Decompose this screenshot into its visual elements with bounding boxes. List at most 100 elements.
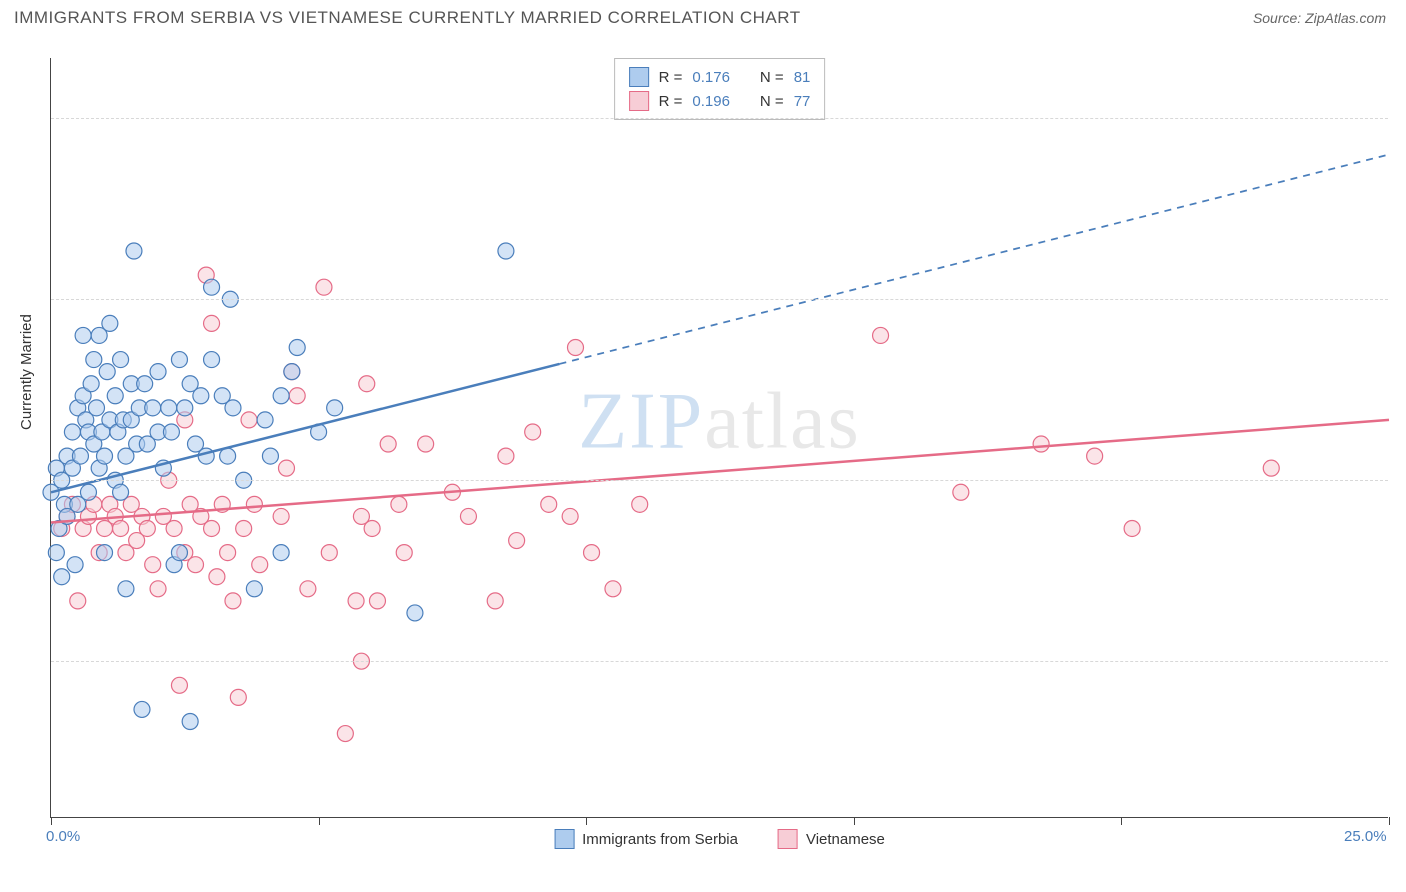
scatter-point: [225, 400, 241, 416]
scatter-point: [137, 376, 153, 392]
scatter-point: [1087, 448, 1103, 464]
x-tick: [854, 817, 855, 825]
scatter-point: [873, 327, 889, 343]
scatter-point: [369, 593, 385, 609]
scatter-point: [161, 400, 177, 416]
scatter-point: [204, 520, 220, 536]
scatter-point: [166, 520, 182, 536]
scatter-point: [567, 340, 583, 356]
scatter-point: [300, 581, 316, 597]
x-tick: [1389, 817, 1390, 825]
scatter-point: [72, 448, 88, 464]
swatch-pink: [629, 91, 649, 111]
source-attribution: Source: ZipAtlas.com: [1253, 10, 1386, 26]
scatter-point: [193, 388, 209, 404]
r-value-pink: 0.196: [692, 93, 730, 110]
trend-line: [51, 420, 1389, 523]
source-name: ZipAtlas.com: [1305, 10, 1386, 26]
scatter-point: [1263, 460, 1279, 476]
scatter-point: [171, 545, 187, 561]
n-label-pink: N =: [760, 93, 784, 110]
scatter-point: [498, 243, 514, 259]
scatter-point: [204, 279, 220, 295]
scatter-point: [289, 340, 305, 356]
scatter-point: [102, 315, 118, 331]
gridline-h: [51, 118, 1388, 119]
scatter-point: [118, 581, 134, 597]
scatter-point: [321, 545, 337, 561]
series-legend: Immigrants from Serbia Vietnamese: [554, 829, 885, 849]
scatter-point: [126, 243, 142, 259]
x-tick: [586, 817, 587, 825]
scatter-point: [177, 400, 193, 416]
gridline-h: [51, 299, 1388, 300]
scatter-point: [163, 424, 179, 440]
legend-label-blue: Immigrants from Serbia: [582, 831, 738, 848]
scatter-point: [230, 689, 246, 705]
scatter-point: [188, 557, 204, 573]
x-tick: [51, 817, 52, 825]
scatter-point: [182, 713, 198, 729]
source-prefix: Source:: [1253, 10, 1305, 26]
scatter-point: [88, 400, 104, 416]
scatter-point: [391, 496, 407, 512]
scatter-point: [97, 545, 113, 561]
scatter-point: [273, 388, 289, 404]
scatter-point: [171, 352, 187, 368]
plot-area: ZIPatlas R = 0.176 N = 81 R = 0.196 N = …: [50, 58, 1388, 818]
x-tick-label: 0.0%: [46, 828, 80, 845]
r-label-blue: R =: [659, 69, 683, 86]
scatter-point: [584, 545, 600, 561]
scatter-point: [99, 364, 115, 380]
x-tick: [319, 817, 320, 825]
chart-title: IMMIGRANTS FROM SERBIA VS VIETNAMESE CUR…: [14, 8, 801, 28]
scatter-point: [284, 364, 300, 380]
scatter-point: [278, 460, 294, 476]
swatch-pink-2: [778, 829, 798, 849]
scatter-point: [562, 508, 578, 524]
legend-item-pink: Vietnamese: [778, 829, 885, 849]
scatter-point: [145, 557, 161, 573]
scatter-point: [337, 726, 353, 742]
scatter-point: [316, 279, 332, 295]
scatter-point: [139, 520, 155, 536]
scatter-point: [364, 520, 380, 536]
scatter-point: [150, 364, 166, 380]
swatch-blue-2: [554, 829, 574, 849]
scatter-point: [289, 388, 305, 404]
scatter-point: [54, 569, 70, 585]
scatter-point: [236, 520, 252, 536]
scatter-point: [1124, 520, 1140, 536]
scatter-point: [86, 352, 102, 368]
scatter-point: [509, 533, 525, 549]
scatter-point: [1033, 436, 1049, 452]
scatter-point: [97, 448, 113, 464]
scatter-point: [359, 376, 375, 392]
scatter-point: [348, 593, 364, 609]
scatter-point: [541, 496, 557, 512]
scatter-point: [257, 412, 273, 428]
scatter-point: [252, 557, 268, 573]
scatter-point: [171, 677, 187, 693]
scatter-point: [204, 352, 220, 368]
scatter-point: [209, 569, 225, 585]
scatter-point: [113, 352, 129, 368]
scatter-point: [632, 496, 648, 512]
scatter-point: [70, 593, 86, 609]
correlation-legend: R = 0.176 N = 81 R = 0.196 N = 77: [614, 58, 826, 120]
legend-row-pink: R = 0.196 N = 77: [629, 89, 811, 113]
x-tick: [1121, 817, 1122, 825]
n-label-blue: N =: [760, 69, 784, 86]
scatter-point: [64, 424, 80, 440]
scatter-point: [48, 545, 64, 561]
scatter-point: [460, 508, 476, 524]
scatter-point: [487, 593, 503, 609]
scatter-point: [953, 484, 969, 500]
scatter-point: [204, 315, 220, 331]
gridline-h: [51, 661, 1388, 662]
scatter-point: [134, 701, 150, 717]
scatter-point: [83, 376, 99, 392]
scatter-svg: [51, 58, 1388, 817]
r-label-pink: R =: [659, 93, 683, 110]
scatter-point: [80, 484, 96, 500]
